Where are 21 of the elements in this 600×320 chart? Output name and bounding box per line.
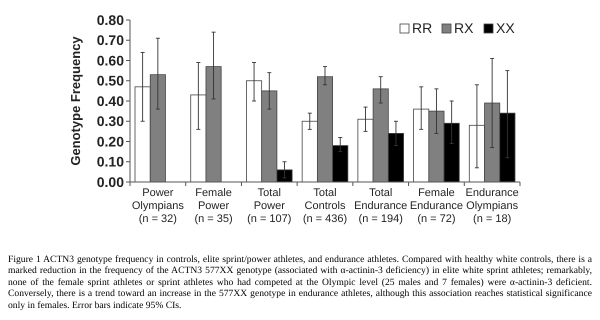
y-axis-title: Genotype Frequency	[68, 36, 83, 166]
y-tick-label: 0.20	[96, 133, 124, 150]
legend-label: RX	[454, 20, 474, 36]
x-tick-label: Female Power (n = 35)	[194, 187, 233, 225]
y-tick-label: 0.70	[96, 32, 124, 48]
y-tick-label: 0.30	[96, 113, 124, 130]
x-tick-label: Endurance Olympians (n = 18)	[466, 187, 519, 225]
x-tick-label: Total Endurance (n = 194)	[354, 187, 408, 225]
y-tick-label: 0.00	[96, 174, 124, 190]
y-tick-label: 0.50	[96, 72, 124, 89]
legend-label: RR	[412, 20, 432, 36]
x-tick-label: Female Endurance (n = 72)	[410, 187, 464, 225]
x-tick-label: Total Controls (n = 436)	[302, 187, 348, 225]
x-tick-label: Total Power (n = 107)	[247, 187, 292, 225]
legend-label: XX	[496, 20, 516, 36]
y-tick-label: 0.10	[96, 154, 124, 170]
y-tick-label: 0.80	[96, 12, 124, 28]
y-tick-label: 0.60	[96, 52, 124, 68]
y-tick-label: 0.40	[96, 92, 124, 109]
x-tick-label: Power Olympians (n = 32)	[132, 187, 184, 225]
caption: Figure 1 ACTN3 genotype frequency in controls, elite sprint/power athletes, and endurance athletes. Compared with healthy white controls, there is a marked reduction in the frequency of the ACTN3 577XX genotype (associated with α-actinin-3 deficiency) in elite white sprint athletes; remarkably, none of the female sprint athletes or sprint athletes who had competed at the Olympic level (25 males and 7 females) were α-actinin-3 deficient. Conversely, there is a trend toward an increase in the 577XX genotype in endurance athletes, although this association reaches statistical significance only in females. Error bars indicate 95% CIs.	[8, 254, 592, 312]
